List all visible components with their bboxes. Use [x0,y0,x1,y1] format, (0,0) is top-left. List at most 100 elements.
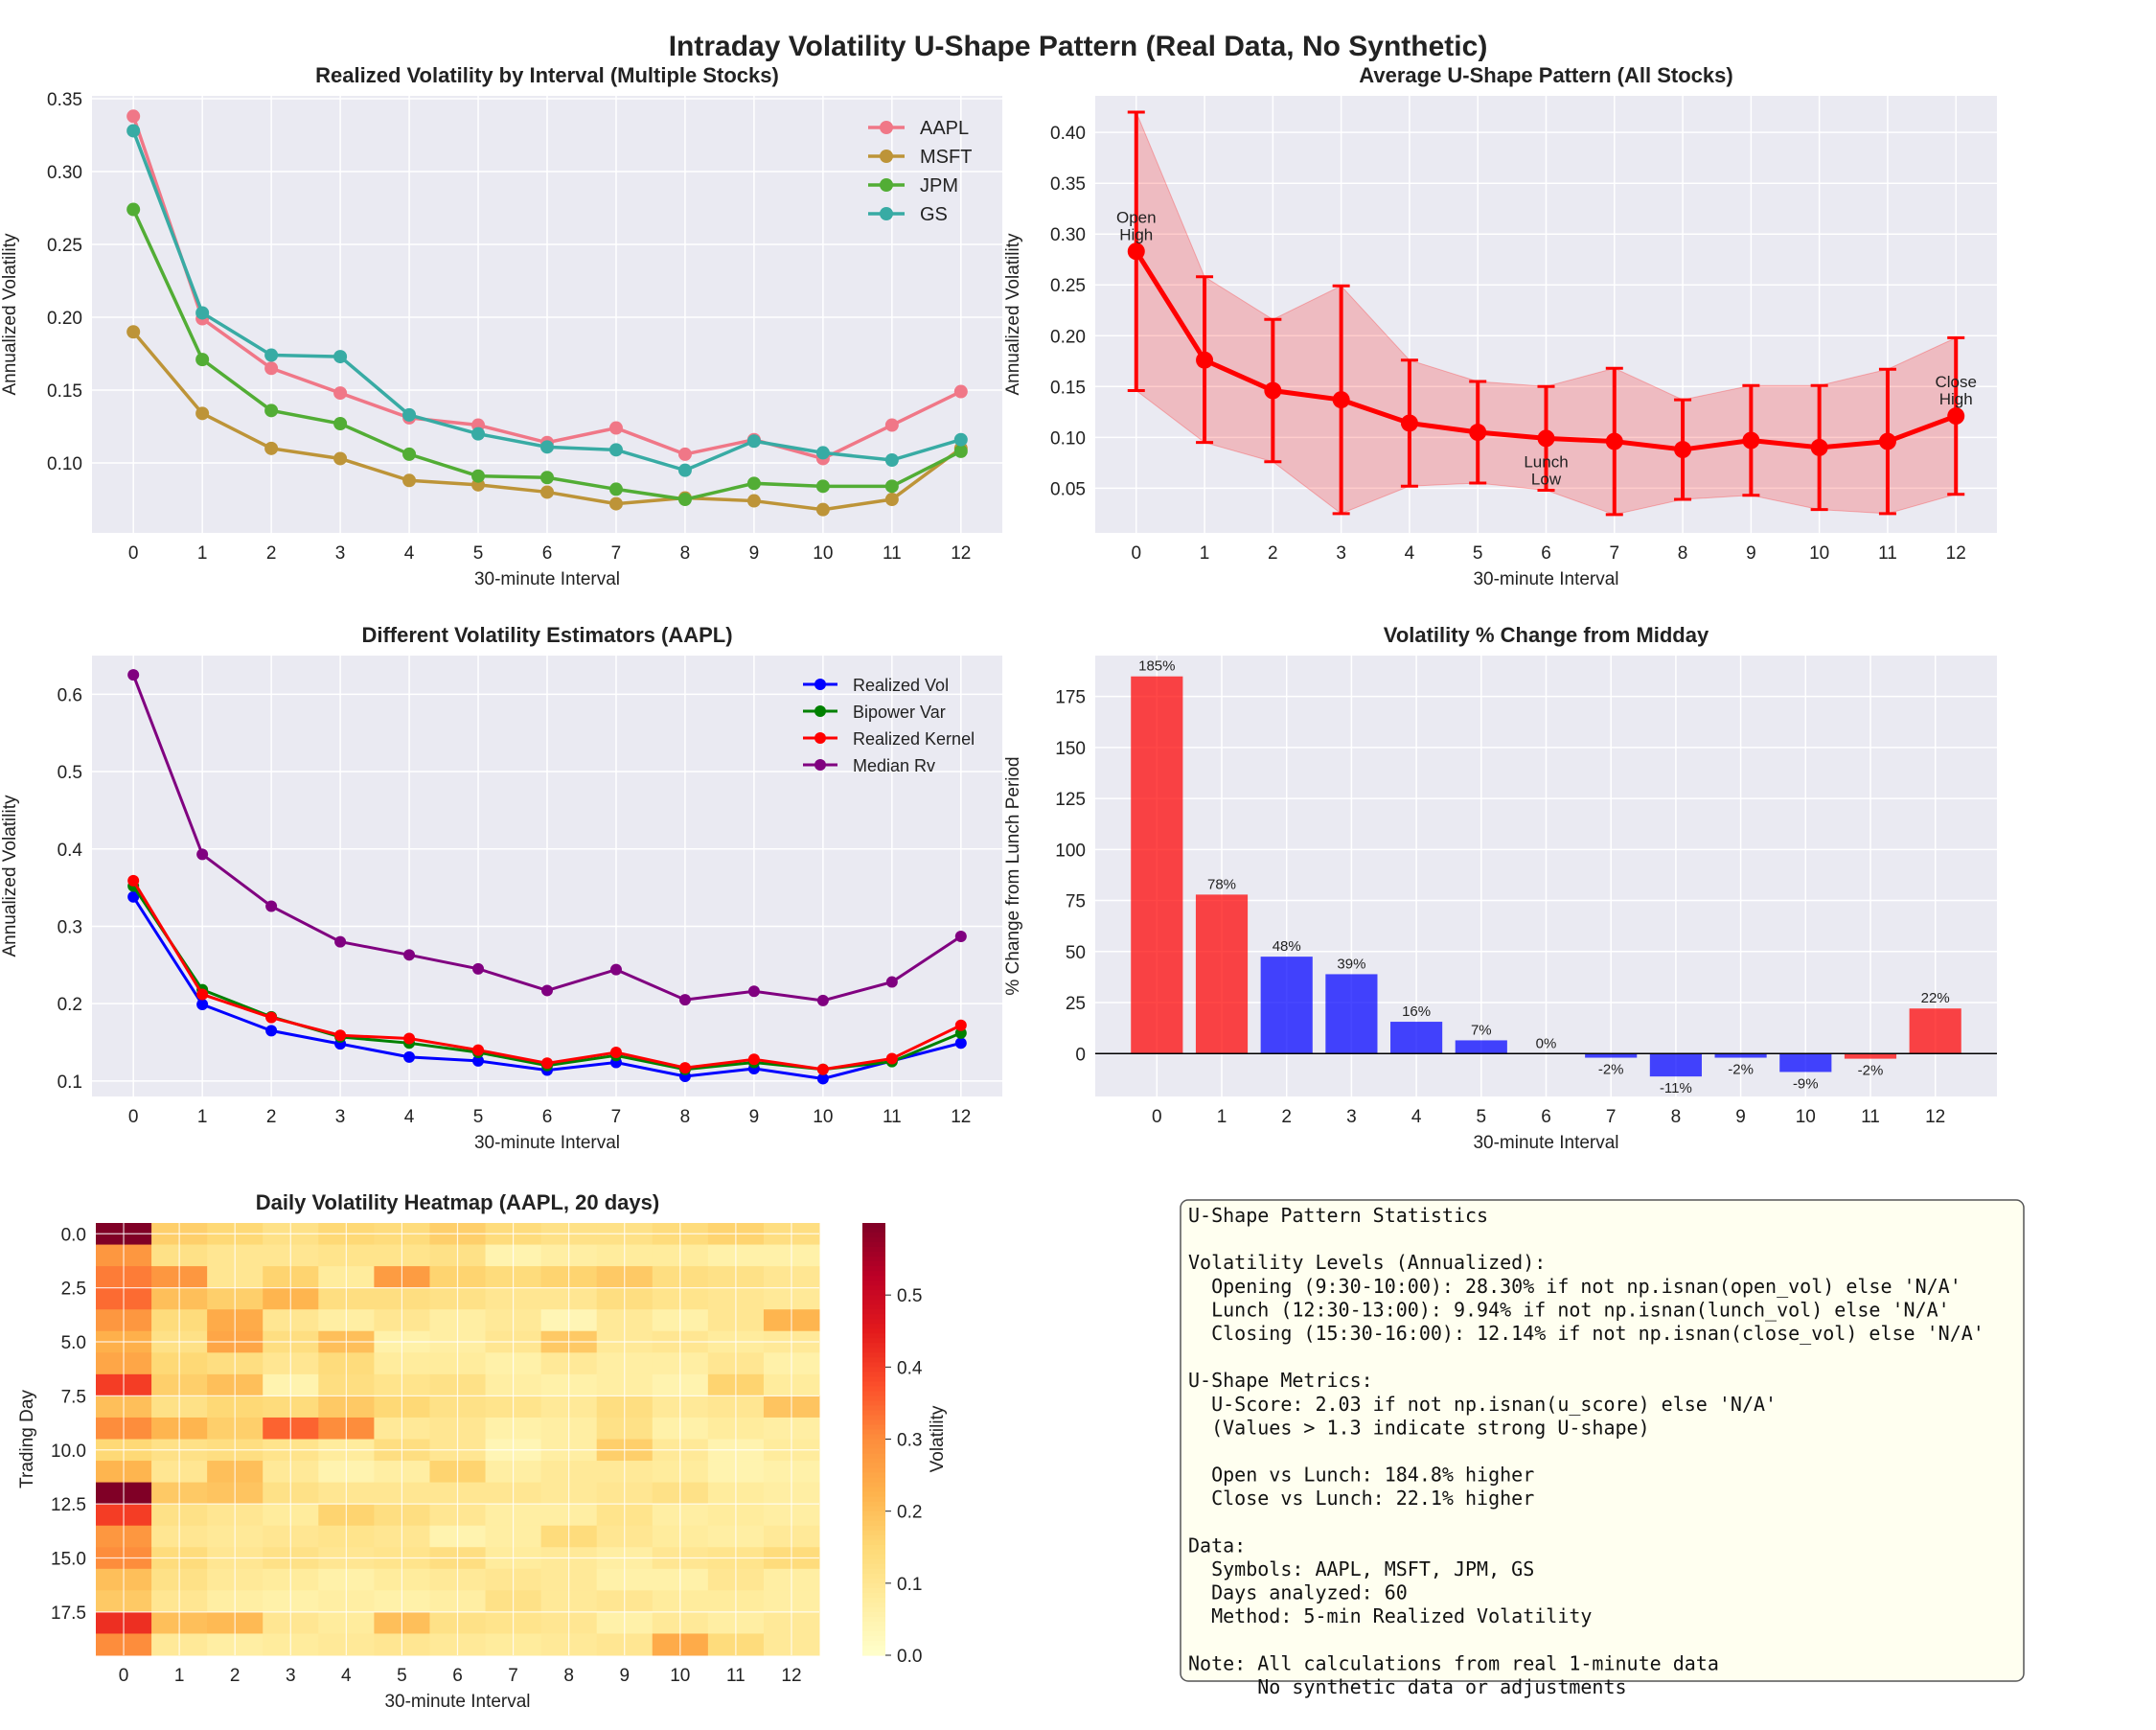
data-point [747,985,760,998]
x-tick-label: 11 [726,1666,745,1686]
y-tick-label: 0.3 [57,917,82,937]
colorbar-segment [862,1357,885,1363]
y-tick-label: 0.15 [47,381,82,402]
colorbar-segment [862,1501,885,1508]
y-tick-label: 0.15 [1050,378,1086,398]
y-tick-label: 125 [1055,790,1086,810]
y-tick-label: 17.5 [51,1603,86,1624]
x-tick-label: 7 [611,1107,622,1127]
data-point [334,1029,347,1042]
bar-data-label: -2% [1598,1062,1624,1078]
colorbar-segment [862,1237,885,1243]
x-tick-label: 0 [128,543,139,564]
x-tick-label: 9 [749,543,760,564]
data-point [747,1053,760,1066]
colorbar-segment [862,1640,885,1647]
bar [1195,894,1249,1054]
colorbar-segment [862,1266,885,1272]
x-tick-label: 4 [404,1107,415,1127]
x-tick-label: 8 [680,1107,691,1127]
data-point [126,124,141,138]
y-tick-label: 0.6 [57,685,82,705]
x-tick-label: 3 [335,1107,346,1127]
legend-marker [880,150,893,163]
data-point [126,325,141,339]
y-tick-label: 0.2 [57,995,82,1015]
bar [1714,1053,1767,1058]
y-tick-label: 0.30 [1050,225,1086,245]
data-point [265,900,278,912]
x-tick-label: 3 [335,543,346,564]
x-tick-label: 6 [542,1107,553,1127]
colorbar-segment [862,1621,885,1627]
y-tick-label: 0.35 [1050,174,1086,195]
colorbar-segment [862,1463,885,1469]
stats-line: U-Score: 2.03 if not np.isnan(u_score) e… [1188,1393,1777,1416]
colorbar-tick-label: 0.1 [897,1575,922,1595]
colorbar-segment [862,1626,885,1632]
colorbar-segment [862,1573,885,1580]
mean-point [1332,391,1350,409]
colorbar-segment [862,1381,885,1387]
x-tick-label: 11 [1861,1107,1880,1127]
y-tick-label: 7.5 [61,1387,86,1407]
bar [1260,957,1313,1054]
data-point [540,485,554,499]
pct-change-chart: Volatility % Change from Midday 30-minute… [1003,623,1997,1153]
data-point [608,496,623,511]
x-tick-label: 0 [128,1107,139,1127]
bar-data-label: -11% [1660,1080,1692,1096]
x-tick-label: 9 [1746,543,1756,564]
annotation-text: Low [1531,470,1562,488]
x-tick-label: 9 [1735,1107,1746,1127]
data-point [953,444,968,458]
colorbar-segment [862,1362,885,1368]
y-tick-label: 0.1 [57,1073,82,1093]
colorbar-segment [862,1649,885,1656]
data-point [472,962,485,975]
data-point [127,890,140,903]
data-point [678,994,691,1006]
annotation-text: Lunch [1524,452,1568,471]
legend-label: GS [920,204,948,225]
x-tick-label: 8 [1671,1107,1682,1127]
x-tick-label: 0 [119,1666,129,1686]
colorbar-segment [862,1506,885,1512]
x-tick-label: 0 [1131,543,1141,564]
x-tick-label: 7 [508,1666,518,1686]
colorbar-segment [862,1429,885,1436]
x-tick-label: 11 [1878,543,1897,564]
y-tick-label: 0.25 [1050,276,1086,296]
y-tick-label: 12.5 [51,1495,86,1515]
data-point [403,949,416,961]
mean-point [1400,414,1418,432]
colorbar-segment [862,1410,885,1417]
mean-point [1810,438,1828,456]
colorbar-segment [862,1372,885,1377]
stats-line: Note: All calculations from real 1-minut… [1188,1651,1719,1674]
bar-data-label: 39% [1337,956,1365,972]
x-axis-label: 30-minute Interval [1473,1133,1618,1153]
data-point [954,1037,967,1050]
x-tick-label: 4 [1411,1107,1422,1127]
x-tick-label: 8 [563,1666,574,1686]
x-tick-label: 10 [1809,543,1829,564]
y-tick-label: 0 [1075,1045,1086,1065]
chart-title: Volatility % Change from Midday [1384,623,1709,647]
data-point [127,874,140,887]
data-point [126,202,141,217]
data-point [540,440,554,454]
x-tick-label: 2 [1268,543,1278,564]
x-tick-label: 11 [883,1107,902,1127]
data-point [540,471,554,485]
x-axis-label: 30-minute Interval [384,1692,530,1712]
colorbar-segment [862,1314,885,1320]
x-tick-label: 1 [1200,543,1210,564]
colorbar-segment [862,1534,885,1541]
colorbar-segment [862,1511,885,1517]
x-tick-label: 2 [266,543,277,564]
y-tick-label: 0.20 [1050,327,1086,347]
chart-title: Different Volatility Estimators (AAPL) [361,623,732,647]
colorbar-segment [862,1276,885,1281]
y-axis-label: Annualized Volatility [1003,233,1023,395]
